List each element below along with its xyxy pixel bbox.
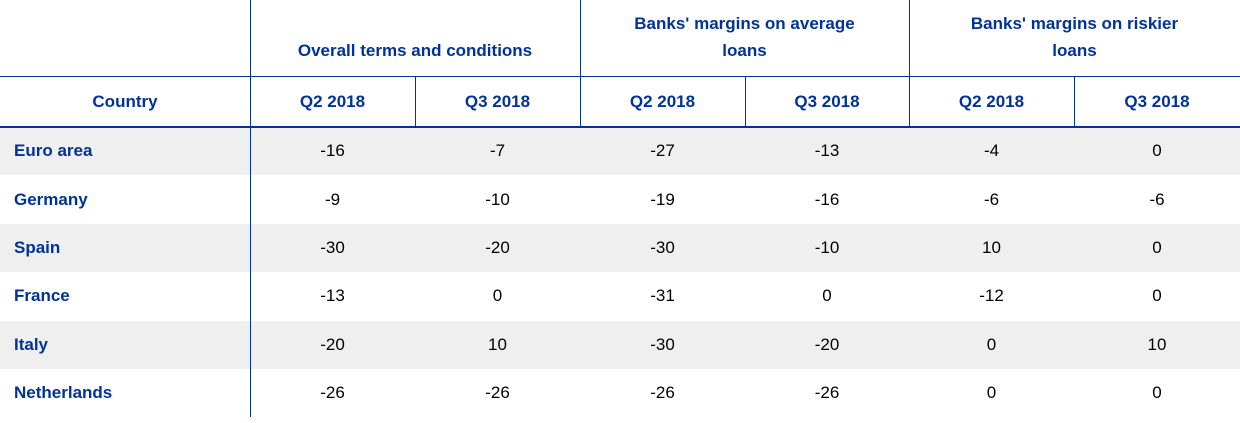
rule xyxy=(745,76,746,127)
value-cell: 10 xyxy=(1147,334,1167,354)
rule xyxy=(1074,76,1075,127)
rule xyxy=(580,0,581,127)
country-name: France xyxy=(14,286,70,306)
column-header: Country xyxy=(92,91,158,111)
country-name: Germany xyxy=(14,189,88,209)
value-cell: -31 xyxy=(650,286,675,306)
value-cell: 0 xyxy=(986,334,997,354)
value-cell: 0 xyxy=(492,286,503,306)
value-cell: -10 xyxy=(485,189,510,209)
value-cell: -16 xyxy=(320,141,345,161)
value-cell: 0 xyxy=(822,286,832,306)
row-shade xyxy=(0,223,1240,273)
value-cell: -27 xyxy=(650,141,675,161)
value-cell: -30 xyxy=(650,237,675,257)
column-header: Q2 2018 xyxy=(958,91,1025,111)
column-header: Q3 2018 xyxy=(794,91,860,111)
value-cell: -10 xyxy=(814,237,840,257)
country-name: Euro area xyxy=(14,141,93,161)
value-cell: -26 xyxy=(320,383,345,403)
column-header: Q2 2018 xyxy=(629,91,696,111)
value-cell: -20 xyxy=(814,334,840,354)
value-cell: -12 xyxy=(979,286,1004,306)
column-header: Q3 2018 xyxy=(464,91,531,111)
value-cell: -6 xyxy=(1149,189,1165,209)
value-cell: -4 xyxy=(983,141,1000,161)
row-shade xyxy=(0,127,1240,176)
value-cell: -13 xyxy=(814,141,840,161)
value-cell: -30 xyxy=(320,237,345,257)
group-header: Banks' margins on average loans xyxy=(634,14,855,60)
row-shade xyxy=(0,320,1240,369)
value-cell: -19 xyxy=(650,189,675,209)
group-header: Overall terms and conditions xyxy=(297,41,533,60)
value-cell: -7 xyxy=(489,141,506,161)
value-cell: -26 xyxy=(485,383,510,403)
value-cell: -30 xyxy=(650,334,675,354)
value-cell: -16 xyxy=(814,189,840,209)
rule xyxy=(909,0,910,127)
group-header: Banks' margins on riskier loans xyxy=(970,14,1179,60)
column-header: Q3 2018 xyxy=(1124,91,1190,111)
country-name: Netherlands xyxy=(14,383,113,403)
rule xyxy=(250,0,251,418)
rule xyxy=(415,76,416,127)
country-name: Italy xyxy=(14,334,49,354)
value-cell: -6 xyxy=(983,189,1000,209)
value-cell: 10 xyxy=(982,237,1001,257)
rule xyxy=(0,126,1240,128)
value-cell: 0 xyxy=(1152,383,1162,403)
value-cell: 0 xyxy=(1152,286,1162,306)
value-cell: -13 xyxy=(320,286,345,306)
value-cell: -20 xyxy=(320,334,345,354)
value-cell: 0 xyxy=(1152,141,1162,161)
column-header: Q2 2018 xyxy=(299,91,366,111)
value-cell: -26 xyxy=(814,383,840,403)
country-name: Spain xyxy=(14,237,61,257)
value-cell: -9 xyxy=(324,189,341,209)
rule xyxy=(0,76,1240,77)
value-cell: -26 xyxy=(650,383,675,403)
value-cell: -20 xyxy=(485,237,510,257)
value-cell: 0 xyxy=(1152,237,1162,257)
value-cell: 0 xyxy=(986,383,997,403)
value-cell: 10 xyxy=(488,334,507,354)
